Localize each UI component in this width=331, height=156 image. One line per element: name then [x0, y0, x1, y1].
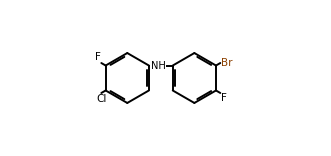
Text: NH: NH	[151, 61, 166, 71]
Text: Cl: Cl	[96, 94, 107, 104]
Text: F: F	[95, 52, 101, 62]
Text: F: F	[221, 93, 227, 103]
Text: Br: Br	[221, 58, 232, 68]
